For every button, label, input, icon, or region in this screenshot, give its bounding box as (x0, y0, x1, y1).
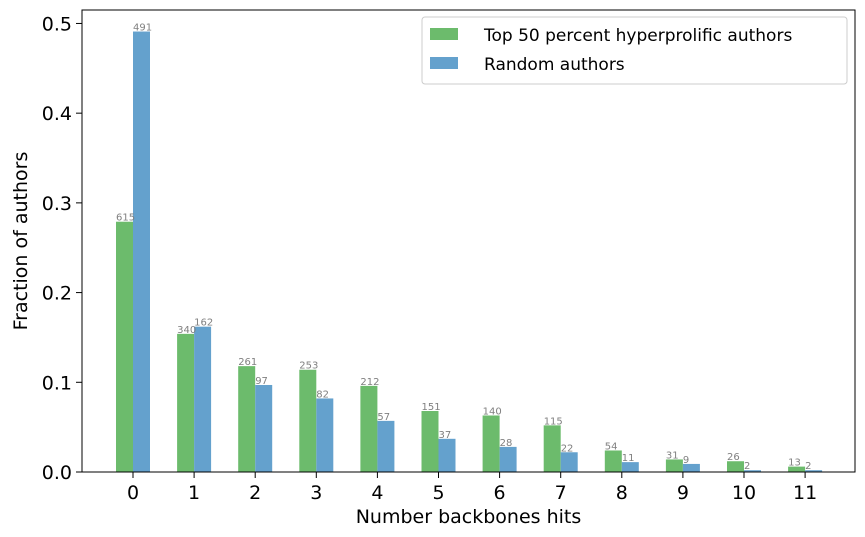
bar-value-label: 340 (177, 325, 196, 336)
bar-value-label: 253 (299, 361, 318, 372)
x-axis: 0 1 2 3 4 5 6 7 8 9 10 11 (127, 472, 817, 504)
bar-value-label: 26 (727, 452, 740, 463)
bar-random-1 (194, 326, 212, 472)
y-tick-label: 0.0 (42, 462, 72, 484)
x-tick-label: 0 (127, 482, 139, 504)
bar-random-11 (805, 470, 823, 472)
y-axis: 0.0 0.1 0.2 0.3 0.4 0.5 (42, 13, 82, 484)
bar-value-label: 13 (788, 458, 801, 469)
x-tick-label: 7 (555, 482, 567, 504)
bars-layer (116, 31, 823, 473)
legend-entry-hyperprolific: Top 50 percent hyperprolific authors (483, 26, 792, 46)
bar-hyperprolific-9 (665, 459, 683, 472)
bar-random-3 (316, 398, 334, 472)
x-tick-label: 3 (310, 482, 322, 504)
y-tick-label: 0.4 (42, 103, 72, 125)
x-tick-label: 8 (616, 482, 628, 504)
bar-random-2 (255, 384, 273, 472)
legend-swatch-hyperprolific (430, 28, 458, 40)
y-tick-label: 0.1 (42, 372, 72, 394)
bar-value-label: 491 (133, 23, 152, 34)
bar-value-label: 28 (500, 438, 513, 449)
x-tick-label: 10 (732, 482, 756, 504)
bar-random-10 (744, 470, 761, 472)
legend-swatch-random (430, 57, 458, 69)
legend-box (421, 16, 848, 85)
bar-value-label: 9 (683, 455, 689, 466)
bar-value-label: 31 (666, 450, 679, 461)
bar-hyperprolific-6 (482, 415, 500, 472)
y-tick-label: 0.2 (42, 283, 72, 305)
bar-value-label: 261 (238, 357, 257, 368)
bar-value-label: 82 (316, 389, 329, 400)
bar-value-label: 22 (561, 443, 574, 454)
plot-frame (81, 9, 856, 473)
bar-hyperprolific-3 (299, 369, 317, 472)
bar-random-6 (499, 446, 517, 472)
bar-value-label: 37 (439, 430, 452, 441)
bar-value-label: 615 (116, 213, 135, 224)
bar-value-label: 140 (483, 406, 502, 417)
bar-hyperprolific-1 (177, 333, 195, 472)
bar-value-label: 115 (544, 416, 563, 427)
x-tick-label: 2 (249, 482, 261, 504)
bar-value-label: 162 (194, 318, 213, 329)
x-axis-label: Number backbones hits (356, 506, 582, 528)
x-tick-label: 6 (494, 482, 506, 504)
bar-hyperprolific-0 (116, 221, 133, 472)
bar-random-4 (377, 420, 395, 472)
bar-hyperprolific-4 (360, 385, 378, 472)
bar-value-label: 2 (744, 461, 750, 472)
x-tick-label: 11 (793, 482, 817, 504)
bar-random-5 (438, 438, 456, 472)
bar-hyperprolific-8 (604, 450, 622, 472)
bar-value-label: 54 (605, 441, 618, 452)
bar-random-8 (621, 462, 639, 472)
x-tick-label: 9 (677, 482, 689, 504)
bar-value-label: 97 (255, 376, 268, 387)
x-tick-label: 1 (188, 482, 200, 504)
x-tick-label: 5 (432, 482, 444, 504)
y-tick-label: 0.3 (42, 193, 72, 215)
bar-hyperprolific-11 (788, 466, 806, 472)
bar-hyperprolific-5 (421, 410, 439, 472)
bar-hyperprolific-10 (727, 461, 744, 472)
legend-entry-random: Random authors (484, 55, 625, 75)
bar-value-label: 11 (622, 453, 635, 464)
y-tick-label: 0.5 (42, 13, 72, 35)
bar-value-label: 212 (360, 377, 379, 388)
legend: Top 50 percent hyperprolific authors Ran… (421, 16, 848, 85)
x-tick-label: 4 (371, 482, 383, 504)
bar-random-7 (560, 452, 578, 472)
bar-labels-layer: 615 340 261 253 212 151 140 115 54 31 26 13 491 162 97… (116, 23, 811, 473)
bar-hyperprolific-2 (238, 366, 256, 472)
bar-hyperprolific-7 (543, 425, 561, 472)
bar-value-label: 57 (377, 412, 390, 423)
bar-value-label: 151 (422, 402, 441, 413)
bar-random-0 (133, 31, 150, 473)
bar-random-9 (682, 463, 700, 472)
y-axis-label: Fraction of authors (10, 152, 32, 331)
bar-value-label: 2 (805, 461, 811, 472)
